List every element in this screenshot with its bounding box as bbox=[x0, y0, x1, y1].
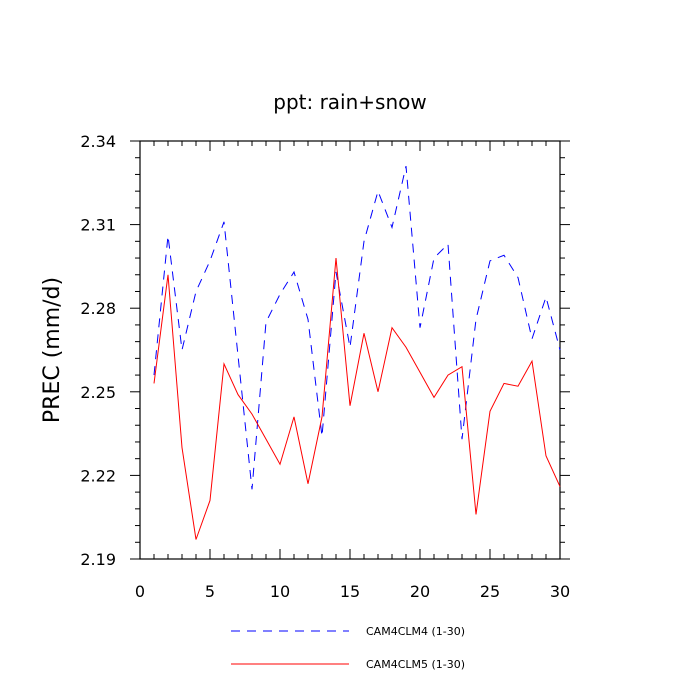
x-tick-label: 25 bbox=[480, 582, 500, 601]
y-tick-label: 2.28 bbox=[80, 299, 116, 318]
legend-label-2: CAM4CLM5 (1-30) bbox=[366, 658, 465, 671]
legend: CAM4CLM4 (1-30) CAM4CLM5 (1-30) bbox=[231, 625, 465, 671]
chart-title: ppt: rain+snow bbox=[273, 90, 427, 114]
series-line-1 bbox=[153, 165, 561, 490]
legend-label-1: CAM4CLM4 (1-30) bbox=[366, 625, 465, 638]
x-tick-label: 30 bbox=[550, 582, 570, 601]
x-tick-label: 0 bbox=[135, 582, 145, 601]
y-axis-label: PREC (mm/d) bbox=[40, 277, 65, 423]
x-tick-label: 5 bbox=[205, 582, 215, 601]
plot-frame bbox=[139, 140, 561, 560]
y-tick-label: 2.22 bbox=[80, 466, 116, 485]
y-tick-label: 2.31 bbox=[80, 216, 116, 235]
y-tick-label: 2.25 bbox=[80, 383, 116, 402]
x-tick-label: 20 bbox=[410, 582, 430, 601]
y-tick-label: 2.19 bbox=[80, 550, 116, 569]
plot-area: 0 5 10 15 20 25 30 2.19 2.22 2.25 2.28 2.31 2.34 bbox=[80, 132, 570, 601]
x-tick-label: 10 bbox=[270, 582, 290, 601]
series-line-2 bbox=[153, 257, 561, 540]
x-tick-label: 15 bbox=[340, 582, 360, 601]
y-tick-label: 2.34 bbox=[80, 132, 116, 151]
